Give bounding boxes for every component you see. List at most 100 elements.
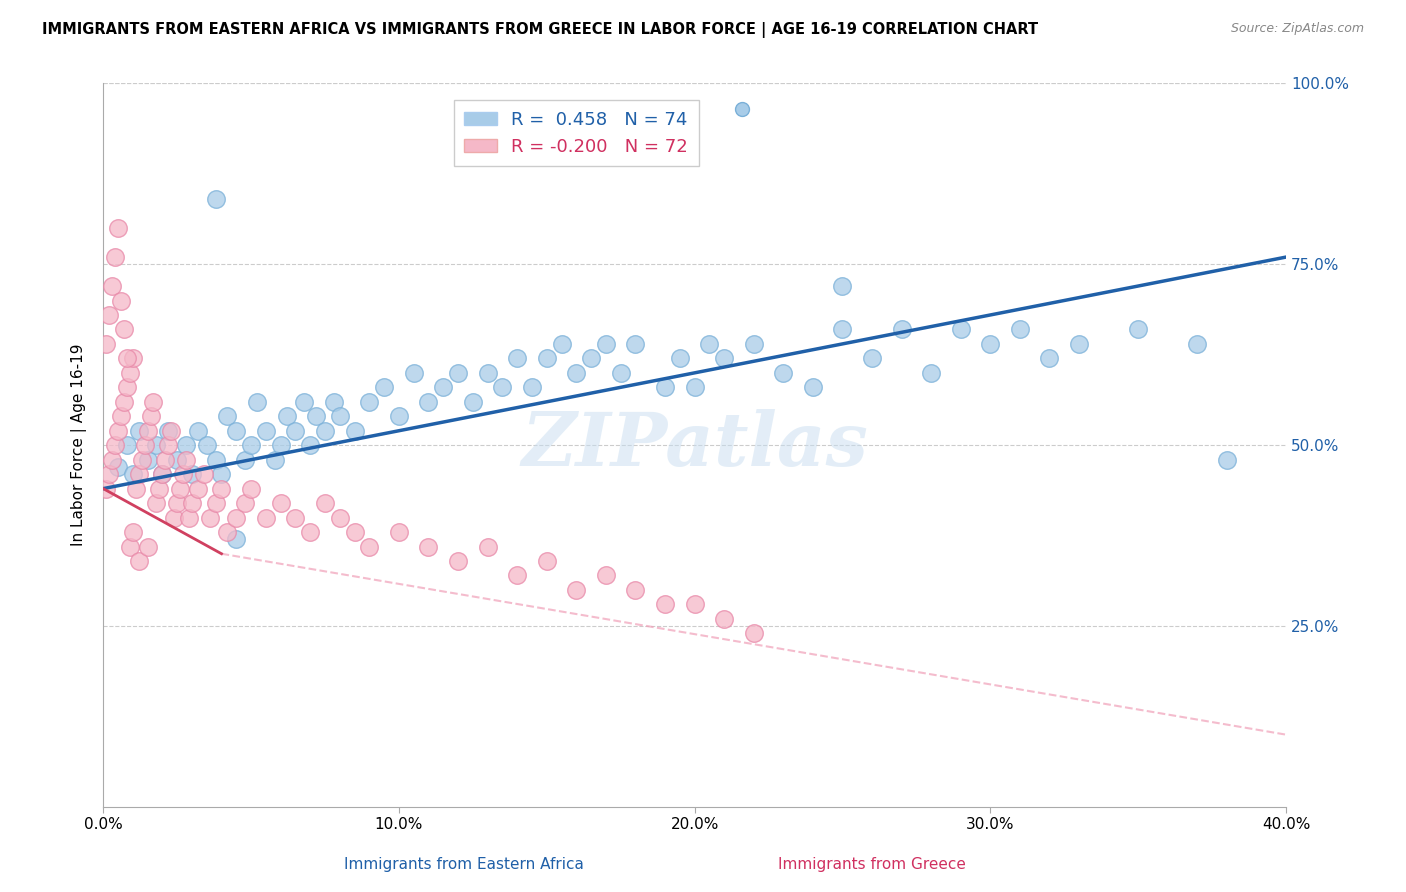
Point bbox=[831, 322, 853, 336]
Point bbox=[211, 467, 233, 482]
Point bbox=[142, 394, 165, 409]
Point bbox=[1008, 322, 1031, 336]
Point bbox=[609, 366, 631, 380]
Point bbox=[343, 424, 366, 438]
Point bbox=[1126, 322, 1149, 336]
Point bbox=[284, 510, 307, 524]
Point bbox=[713, 351, 735, 366]
Point bbox=[217, 524, 239, 539]
Point bbox=[536, 351, 558, 366]
Point bbox=[890, 322, 912, 336]
Point bbox=[506, 351, 529, 366]
Point bbox=[187, 424, 209, 438]
Point bbox=[104, 250, 127, 264]
Point bbox=[742, 626, 765, 640]
Point bbox=[565, 366, 588, 380]
Point bbox=[284, 424, 307, 438]
Point bbox=[359, 394, 381, 409]
Point bbox=[683, 598, 706, 612]
Point bbox=[136, 540, 159, 554]
Point bbox=[174, 438, 197, 452]
Point bbox=[180, 467, 202, 482]
Point bbox=[240, 482, 263, 496]
Point bbox=[107, 221, 129, 235]
Point bbox=[118, 540, 141, 554]
Point bbox=[388, 524, 411, 539]
Point bbox=[860, 351, 883, 366]
Point bbox=[128, 467, 150, 482]
Point bbox=[112, 394, 135, 409]
Point bbox=[314, 496, 336, 510]
Point bbox=[150, 467, 173, 482]
Point bbox=[204, 452, 226, 467]
Point bbox=[98, 308, 121, 322]
Text: Source: ZipAtlas.com: Source: ZipAtlas.com bbox=[1230, 22, 1364, 36]
Point bbox=[418, 394, 440, 409]
Point bbox=[359, 540, 381, 554]
Point bbox=[270, 496, 292, 510]
Point bbox=[477, 366, 499, 380]
Point bbox=[128, 424, 150, 438]
Point bbox=[134, 438, 156, 452]
Point bbox=[96, 482, 118, 496]
Text: IMMIGRANTS FROM EASTERN AFRICA VS IMMIGRANTS FROM GREECE IN LABOR FORCE | AGE 16: IMMIGRANTS FROM EASTERN AFRICA VS IMMIGR… bbox=[42, 22, 1038, 38]
Point bbox=[276, 409, 298, 424]
Point bbox=[801, 380, 824, 394]
Point bbox=[299, 524, 322, 539]
Point bbox=[110, 409, 132, 424]
Point bbox=[343, 524, 366, 539]
Point bbox=[118, 366, 141, 380]
Point bbox=[166, 452, 188, 467]
Point bbox=[169, 482, 191, 496]
Point bbox=[418, 540, 440, 554]
Point bbox=[112, 322, 135, 336]
Point bbox=[292, 394, 315, 409]
Point bbox=[624, 582, 647, 597]
Point bbox=[1216, 452, 1239, 467]
Point bbox=[157, 424, 180, 438]
Point bbox=[136, 452, 159, 467]
Point bbox=[104, 438, 127, 452]
Point bbox=[979, 337, 1001, 351]
Point bbox=[402, 366, 425, 380]
Point bbox=[491, 380, 513, 394]
Point bbox=[270, 438, 292, 452]
Point bbox=[128, 554, 150, 568]
Point bbox=[148, 482, 170, 496]
Point bbox=[211, 482, 233, 496]
Point bbox=[329, 409, 352, 424]
Point bbox=[536, 554, 558, 568]
Point bbox=[772, 366, 794, 380]
Point bbox=[139, 409, 162, 424]
Point bbox=[831, 279, 853, 293]
Point bbox=[107, 459, 129, 474]
Text: Immigrants from Eastern Africa: Immigrants from Eastern Africa bbox=[344, 857, 583, 872]
Point bbox=[101, 279, 124, 293]
Point bbox=[506, 568, 529, 582]
Point bbox=[233, 452, 256, 467]
Point bbox=[246, 394, 269, 409]
Text: Immigrants from Greece: Immigrants from Greece bbox=[778, 857, 966, 872]
Point bbox=[145, 438, 167, 452]
Point bbox=[432, 380, 454, 394]
Point bbox=[115, 380, 138, 394]
Point bbox=[187, 482, 209, 496]
Point bbox=[299, 438, 322, 452]
Point bbox=[172, 467, 194, 482]
Point bbox=[150, 467, 173, 482]
Point bbox=[107, 424, 129, 438]
Point bbox=[204, 192, 226, 206]
Point bbox=[160, 424, 183, 438]
Point bbox=[699, 337, 721, 351]
Y-axis label: In Labor Force | Age 16-19: In Labor Force | Age 16-19 bbox=[72, 344, 87, 547]
Point bbox=[198, 510, 221, 524]
Point bbox=[163, 510, 186, 524]
Point bbox=[447, 554, 470, 568]
Point bbox=[98, 467, 121, 482]
Point bbox=[314, 424, 336, 438]
Point bbox=[329, 510, 352, 524]
Point bbox=[624, 337, 647, 351]
Point bbox=[174, 452, 197, 467]
Point bbox=[225, 424, 247, 438]
Point bbox=[195, 438, 218, 452]
